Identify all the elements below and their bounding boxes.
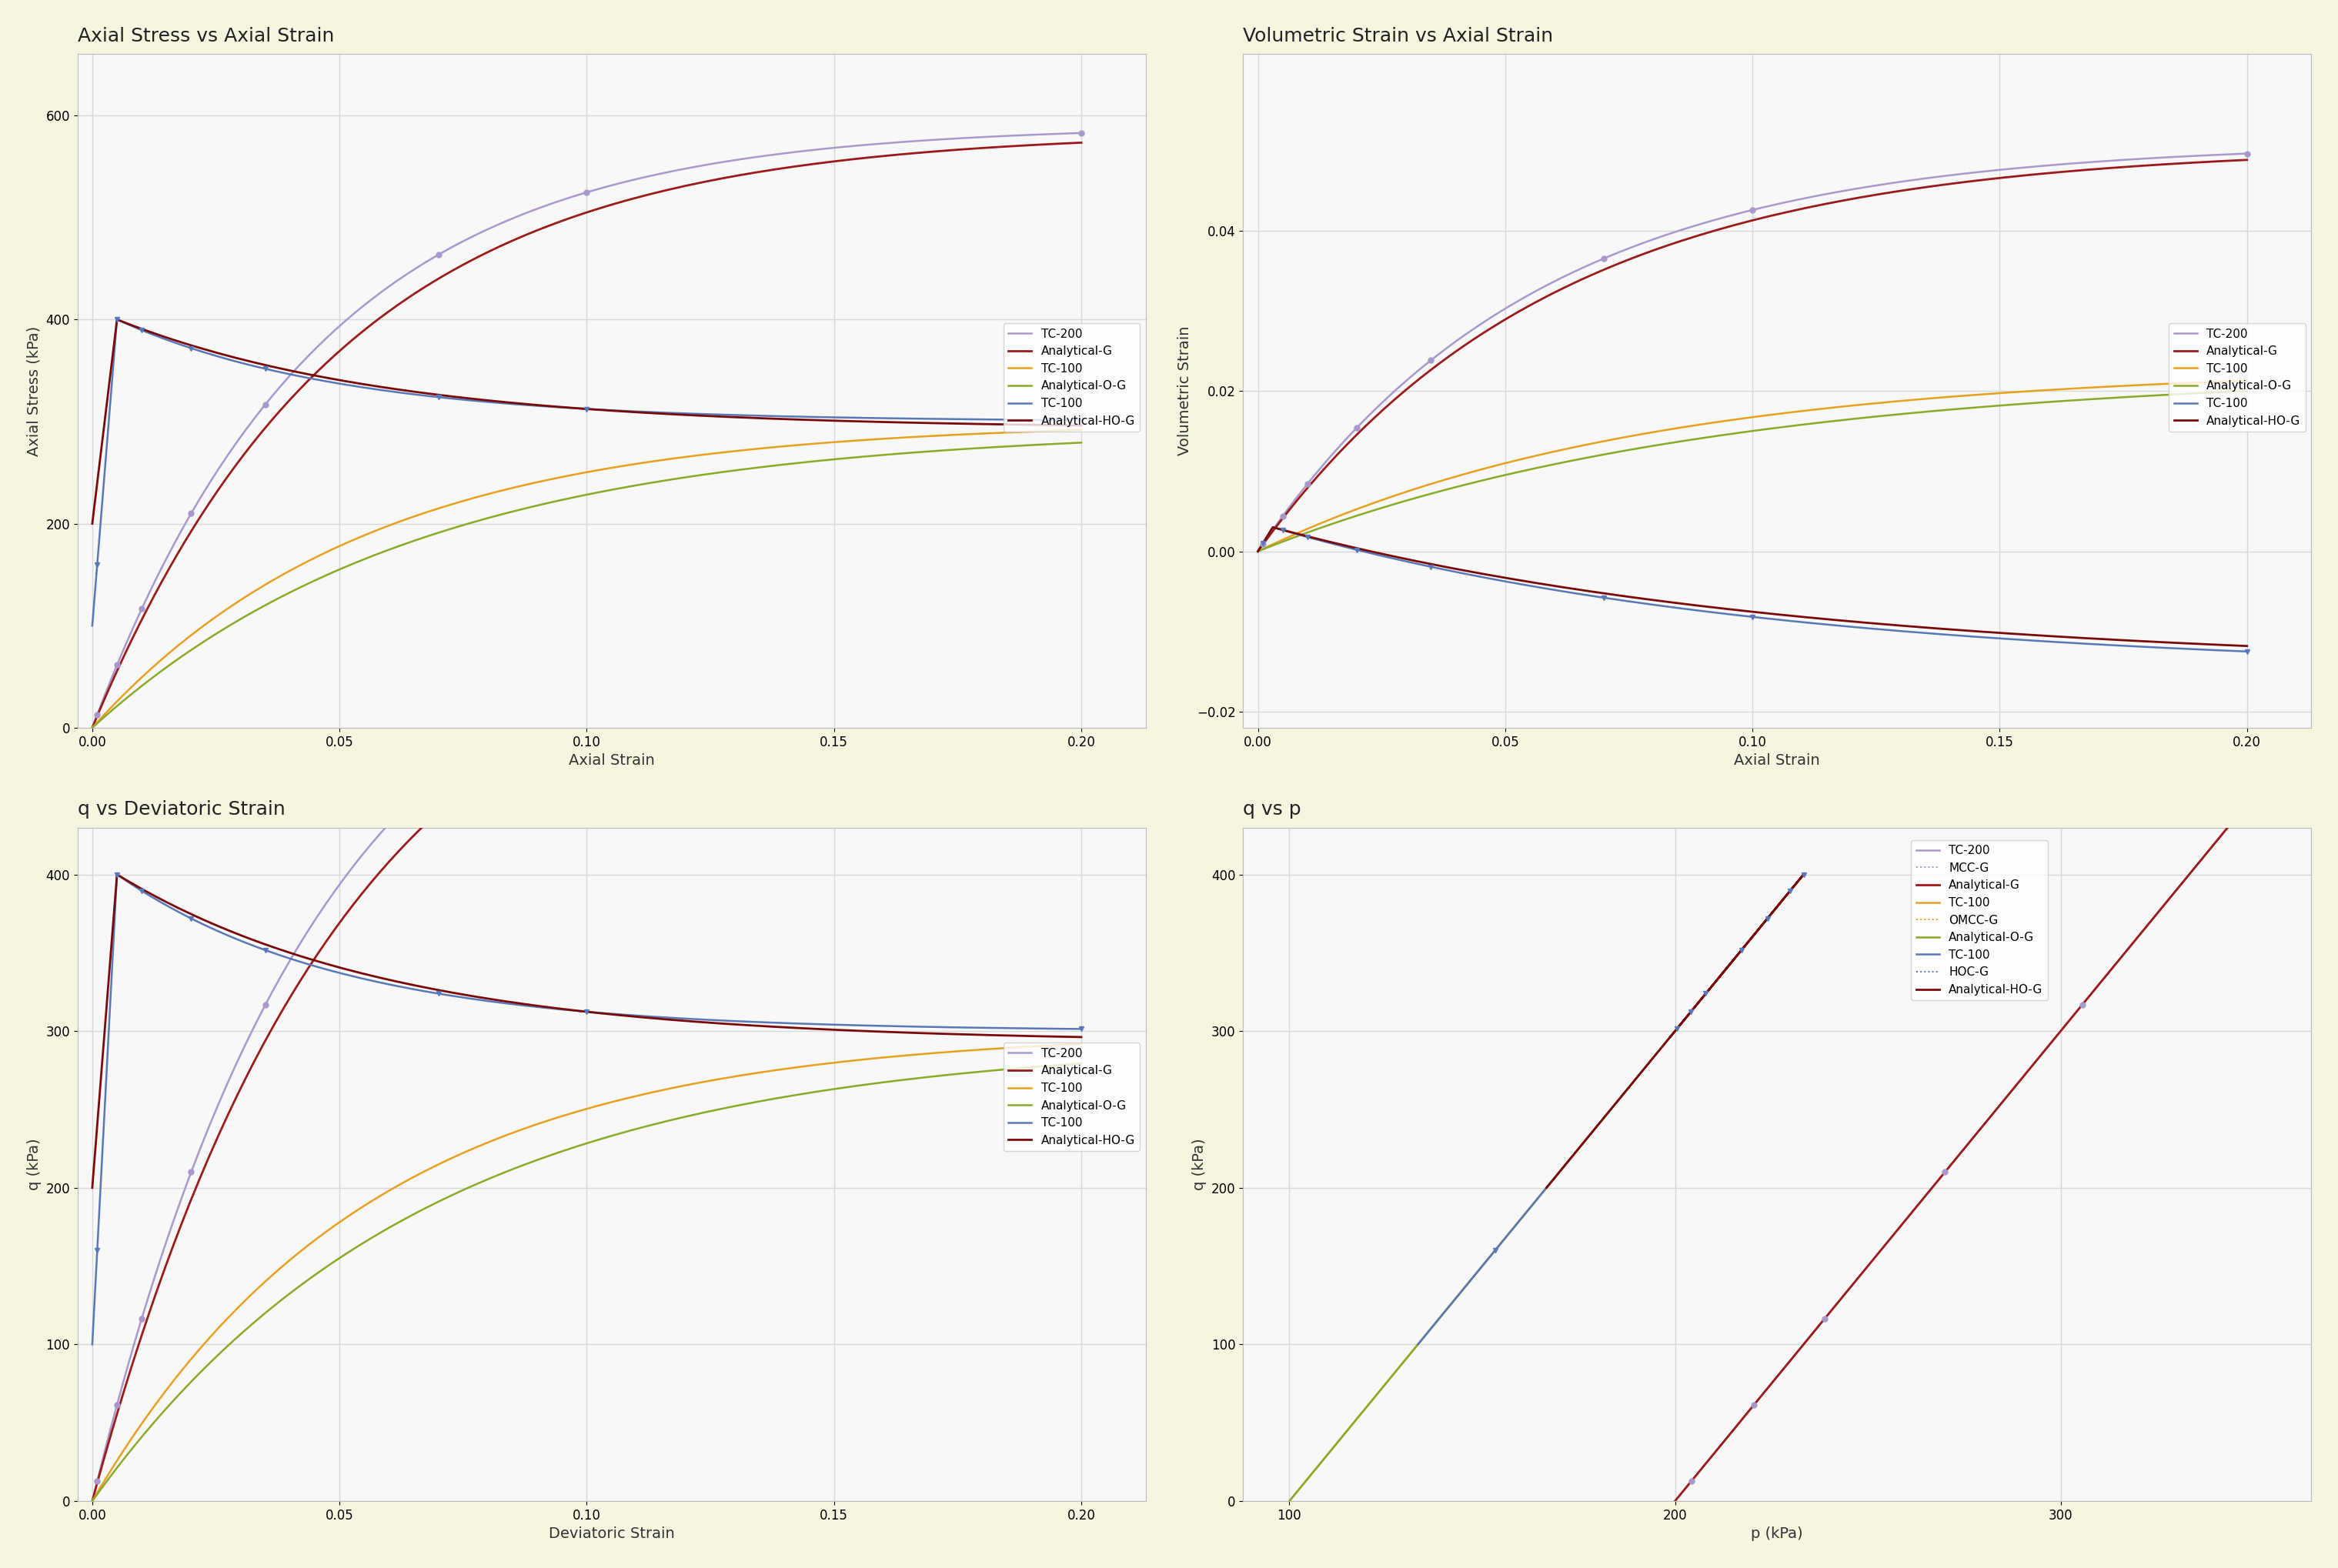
Y-axis label: q (kPa): q (kPa) bbox=[1192, 1138, 1206, 1190]
Text: Axial Stress vs Axial Strain: Axial Stress vs Axial Strain bbox=[77, 27, 334, 45]
X-axis label: p (kPa): p (kPa) bbox=[1751, 1527, 1803, 1541]
Y-axis label: q (kPa): q (kPa) bbox=[26, 1138, 42, 1190]
Legend: TC-200, Analytical-G, TC-100, Analytical-O-G, TC-100, Analytical-HO-G: TC-200, Analytical-G, TC-100, Analytical… bbox=[1003, 1043, 1139, 1151]
Text: q vs p: q vs p bbox=[1244, 800, 1302, 818]
Legend: TC-200, MCC-G, Analytical-G, TC-100, OMCC-G, Analytical-O-G, TC-100, HOC-G, Anal: TC-200, MCC-G, Analytical-G, TC-100, OMC… bbox=[1910, 840, 2048, 1000]
Y-axis label: Volumetric Strain: Volumetric Strain bbox=[1178, 326, 1192, 456]
Text: Volumetric Strain vs Axial Strain: Volumetric Strain vs Axial Strain bbox=[1244, 27, 1552, 45]
Legend: TC-200, Analytical-G, TC-100, Analytical-O-G, TC-100, Analytical-HO-G: TC-200, Analytical-G, TC-100, Analytical… bbox=[1003, 323, 1139, 431]
X-axis label: Deviatoric Strain: Deviatoric Strain bbox=[549, 1527, 676, 1541]
X-axis label: Axial Strain: Axial Strain bbox=[568, 753, 655, 768]
X-axis label: Axial Strain: Axial Strain bbox=[1735, 753, 1821, 768]
Y-axis label: Axial Stress (kPa): Axial Stress (kPa) bbox=[26, 326, 42, 456]
Legend: TC-200, Analytical-G, TC-100, Analytical-O-G, TC-100, Analytical-HO-G: TC-200, Analytical-G, TC-100, Analytical… bbox=[2170, 323, 2305, 431]
Text: q vs Deviatoric Strain: q vs Deviatoric Strain bbox=[77, 800, 285, 818]
